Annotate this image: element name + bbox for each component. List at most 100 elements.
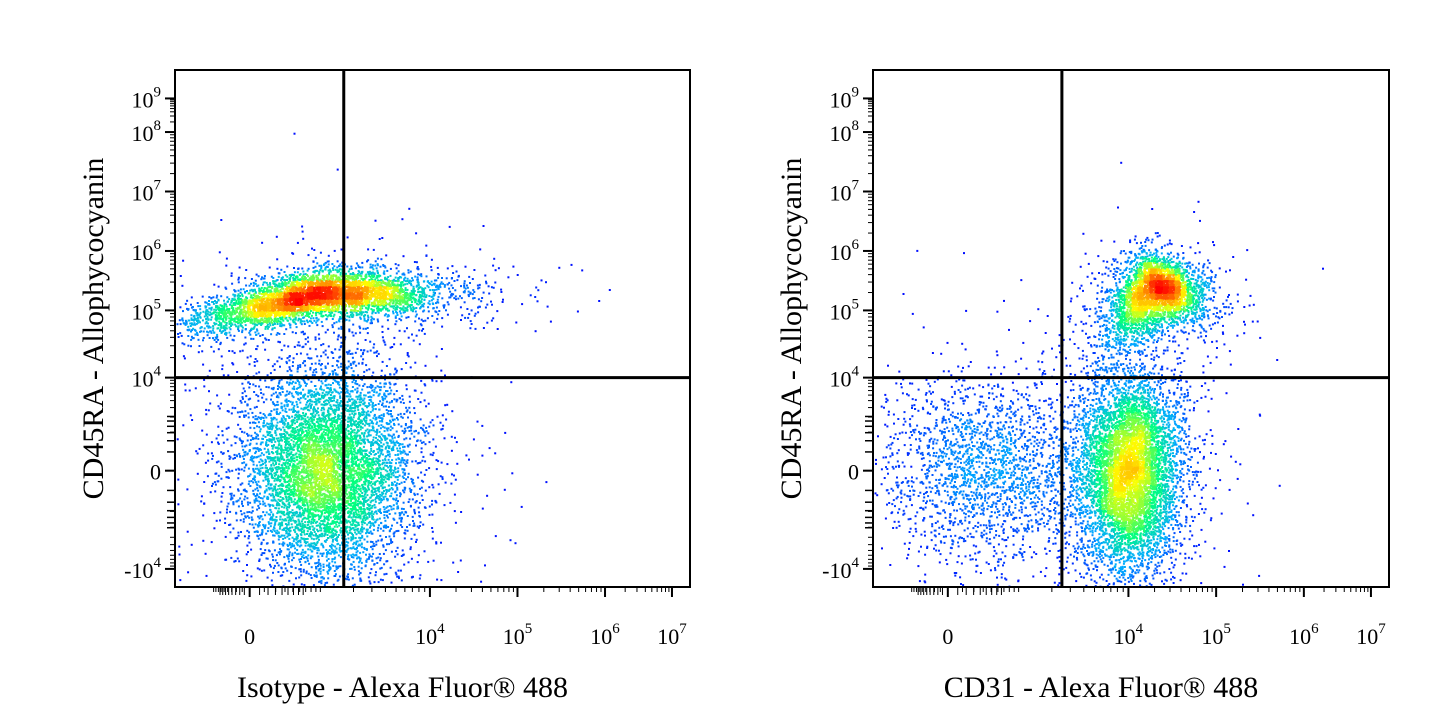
event-dot [298, 520, 301, 523]
event-dot [298, 318, 301, 320]
event-dot [417, 526, 420, 529]
event-dot [364, 419, 366, 422]
event-dot [300, 558, 303, 560]
event-dot [419, 401, 422, 404]
event-dot [303, 524, 306, 527]
event-dot [353, 273, 356, 276]
event-dot [320, 380, 323, 383]
event-dot [388, 401, 391, 404]
event-dot [463, 290, 466, 293]
event-dot [405, 388, 408, 391]
event-dot [252, 416, 255, 419]
event-dot [269, 525, 272, 528]
event-dot [389, 470, 392, 473]
event-dot [310, 522, 313, 525]
event-dot [315, 321, 318, 324]
event-dot [308, 357, 311, 360]
event-dot [257, 504, 260, 507]
event-dot [324, 268, 327, 271]
event-dot [196, 334, 199, 336]
event-dot [415, 541, 417, 543]
event-dot [332, 538, 334, 541]
event-dot [253, 282, 256, 285]
event-dot [192, 323, 195, 326]
event-dot [217, 434, 220, 437]
event-dot [202, 339, 204, 342]
event-dot [256, 285, 259, 288]
event-dot [356, 387, 359, 390]
event-dot [358, 414, 361, 417]
event-dot [271, 553, 274, 556]
event-dot [293, 132, 296, 135]
event-dot [430, 280, 433, 283]
event-dot [260, 416, 263, 419]
event-dot [283, 430, 286, 433]
event-dot [348, 526, 351, 529]
event-dot [320, 368, 323, 371]
event-dot [372, 518, 375, 521]
event-dot [450, 482, 453, 485]
event-dot [241, 329, 244, 332]
event-dot [385, 525, 387, 528]
event-dot [431, 284, 433, 287]
event-dot [453, 474, 455, 477]
event-dot [399, 447, 401, 450]
event-dot [271, 365, 274, 368]
event-dots [176, 132, 611, 588]
event-dot [293, 544, 296, 547]
event-dot [403, 486, 406, 489]
event-dot [281, 276, 284, 279]
event-dot [358, 561, 361, 564]
event-dot [264, 460, 267, 463]
event-dot [441, 478, 444, 480]
event-dot [265, 532, 268, 535]
event-dot [266, 576, 269, 579]
event-dot [392, 433, 395, 436]
event-dot [269, 563, 271, 566]
event-dot [389, 346, 392, 349]
event-dot [404, 276, 407, 279]
event-dot [415, 232, 418, 235]
event-dot [399, 450, 402, 453]
event-dot [297, 552, 300, 555]
event-dot [298, 545, 301, 548]
event-dot [394, 382, 397, 385]
event-dot [311, 545, 314, 548]
event-dot [322, 394, 325, 397]
event-dot [217, 348, 220, 351]
event-dot [295, 411, 298, 414]
event-dot [198, 313, 200, 316]
event-dot [333, 417, 336, 420]
event-dot [241, 445, 244, 448]
event-dot [345, 540, 348, 543]
event-dot [370, 443, 373, 446]
event-dot [263, 569, 266, 572]
event-dot [345, 407, 347, 410]
event-dot [271, 530, 274, 533]
event-dot [261, 529, 264, 532]
event-dot [420, 441, 423, 444]
event-dot [332, 378, 335, 381]
event-dot [411, 333, 413, 336]
event-dot [233, 294, 236, 297]
event-dot [441, 325, 444, 328]
event-dot [288, 511, 291, 513]
event-dot [251, 523, 254, 526]
event-dot [381, 360, 384, 363]
event-dot [384, 455, 387, 458]
event-dot [407, 269, 410, 272]
event-dot [364, 499, 367, 502]
event-dot [336, 381, 339, 384]
event-dot [278, 542, 281, 545]
event-dot [249, 355, 252, 358]
event-dot [372, 522, 375, 525]
event-dot [288, 532, 291, 535]
event-dot [362, 408, 365, 411]
event-dot [336, 373, 339, 376]
event-dot [581, 269, 584, 272]
event-dot [244, 336, 247, 339]
event-dot [176, 438, 179, 441]
event-dot [286, 569, 289, 572]
event-dot [400, 415, 403, 418]
event-dot [287, 519, 290, 522]
